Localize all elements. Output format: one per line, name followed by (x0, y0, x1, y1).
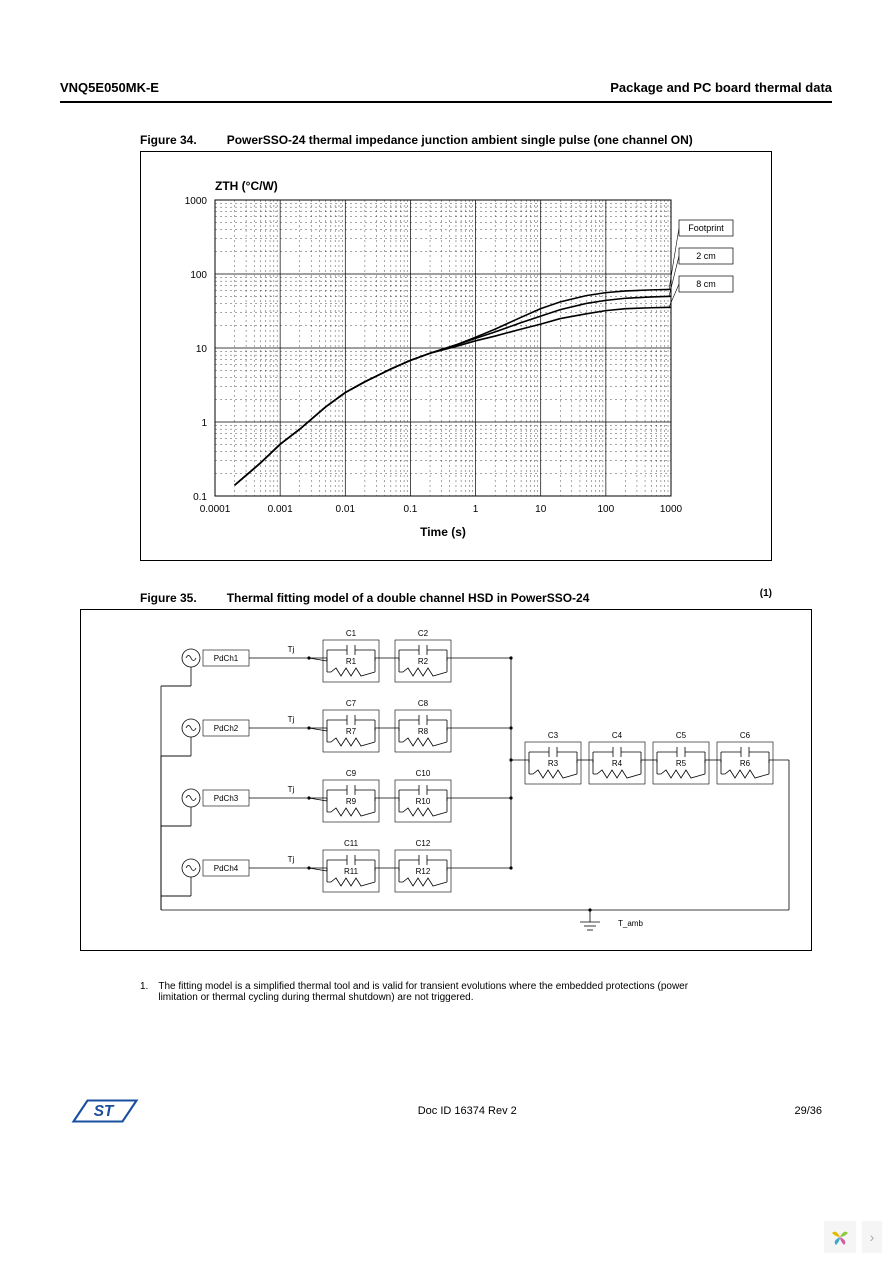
chart-svg: 0.0001 0.001 0.01 0.1 1 10 100 1000 0.1 1 10 100 100… (155, 166, 761, 546)
figure35-box: PdCh1 Tj C1 R1 C2 R2 PdCh2 Tj C7 R7 C8 R8 PdCh3 Tj C9 R… (80, 609, 812, 951)
svg-text:C12: C12 (416, 839, 431, 848)
svg-text:0.1: 0.1 (403, 504, 417, 515)
svg-text:R12: R12 (416, 867, 431, 876)
svg-text:R5: R5 (676, 759, 687, 768)
svg-text:C7: C7 (346, 699, 357, 708)
svg-text:C1: C1 (346, 629, 357, 638)
circuit-svg: PdCh1 Tj C1 R1 C2 R2 PdCh2 Tj C7 R7 C8 R8 PdCh3 Tj C9 R… (81, 610, 801, 950)
svg-text:10: 10 (535, 504, 547, 515)
svg-text:8 cm: 8 cm (696, 279, 716, 289)
figure34-caption: Figure 34. PowerSSO-24 thermal impedance… (140, 133, 772, 147)
st-logo: ST (70, 1093, 140, 1129)
svg-text:C8: C8 (418, 699, 429, 708)
header-left: VNQ5E050MK-E (60, 80, 159, 95)
svg-text:C2: C2 (418, 629, 429, 638)
svg-text:R10: R10 (416, 797, 431, 806)
svg-text:C9: C9 (346, 769, 357, 778)
svg-text:R9: R9 (346, 797, 357, 806)
svg-text:T_amb: T_amb (618, 919, 643, 928)
corner-logo-icon[interactable] (824, 1221, 856, 1253)
svg-text:ST: ST (94, 1103, 115, 1120)
svg-text:1: 1 (473, 504, 479, 515)
figure35-caption: Figure 35. Thermal fitting model of a do… (140, 591, 772, 605)
page-footer: ST Doc ID 16374 Rev 2 29/36 (60, 1093, 832, 1129)
svg-text:Time (s): Time (s) (420, 525, 466, 539)
figure35-sup: (1) (760, 588, 772, 599)
svg-text:Tj: Tj (288, 715, 295, 724)
svg-text:C5: C5 (676, 731, 687, 740)
svg-text:R11: R11 (344, 867, 359, 876)
svg-text:10: 10 (196, 344, 208, 355)
svg-text:Footprint: Footprint (688, 223, 724, 233)
figure34-chart: 0.0001 0.001 0.01 0.1 1 10 100 1000 0.1 1 10 100 100… (141, 152, 771, 560)
doc-id: Doc ID 16374 Rev 2 (418, 1105, 517, 1117)
footnote: 1. The fitting model is a simplified the… (140, 981, 772, 1003)
svg-text:PdCh2: PdCh2 (214, 724, 239, 733)
svg-text:R8: R8 (418, 727, 429, 736)
svg-text:Tj: Tj (288, 645, 295, 654)
svg-text:0.01: 0.01 (336, 504, 356, 515)
page-number: 29/36 (794, 1105, 822, 1117)
svg-text:Tj: Tj (288, 855, 295, 864)
svg-text:R2: R2 (418, 657, 429, 666)
svg-text:PdCh1: PdCh1 (214, 654, 239, 663)
figure35-text: Thermal fitting model of a double channe… (227, 591, 590, 605)
svg-text:0.1: 0.1 (193, 492, 207, 503)
svg-text:C4: C4 (612, 731, 623, 740)
svg-text:C10: C10 (416, 769, 431, 778)
svg-text:C6: C6 (740, 731, 751, 740)
svg-text:0.001: 0.001 (268, 504, 293, 515)
svg-text:R4: R4 (612, 759, 623, 768)
svg-text:R3: R3 (548, 759, 559, 768)
svg-text:ZTH (°C/W): ZTH (°C/W) (215, 179, 278, 193)
corner-next-icon[interactable]: › (862, 1221, 882, 1253)
svg-text:C3: C3 (548, 731, 559, 740)
svg-text:2 cm: 2 cm (696, 251, 716, 261)
corner-widget: › (824, 1221, 882, 1253)
svg-text:Tj: Tj (288, 785, 295, 794)
figure34-num: Figure 34. (140, 133, 197, 147)
svg-text:R6: R6 (740, 759, 751, 768)
footnote-text: The fitting model is a simplified therma… (158, 981, 718, 1003)
page: VNQ5E050MK-E Package and PC board therma… (0, 0, 892, 1169)
svg-text:1000: 1000 (660, 504, 683, 515)
svg-text:1000: 1000 (185, 196, 208, 207)
header-right: Package and PC board thermal data (610, 80, 832, 95)
svg-text:PdCh3: PdCh3 (214, 794, 239, 803)
footnote-num: 1. (140, 981, 148, 1003)
figure35-num: Figure 35. (140, 591, 197, 605)
svg-text:100: 100 (598, 504, 615, 515)
page-header: VNQ5E050MK-E Package and PC board therma… (60, 80, 832, 103)
svg-text:1: 1 (201, 418, 207, 429)
figure34-text: PowerSSO-24 thermal impedance junction a… (227, 133, 693, 147)
svg-text:R1: R1 (346, 657, 357, 666)
svg-text:PdCh4: PdCh4 (214, 864, 239, 873)
svg-text:100: 100 (190, 270, 207, 281)
svg-text:R7: R7 (346, 727, 357, 736)
svg-text:C11: C11 (344, 839, 359, 848)
figure34-box: 0.0001 0.001 0.01 0.1 1 10 100 1000 0.1 1 10 100 100… (140, 151, 772, 561)
svg-text:0.0001: 0.0001 (200, 504, 231, 515)
